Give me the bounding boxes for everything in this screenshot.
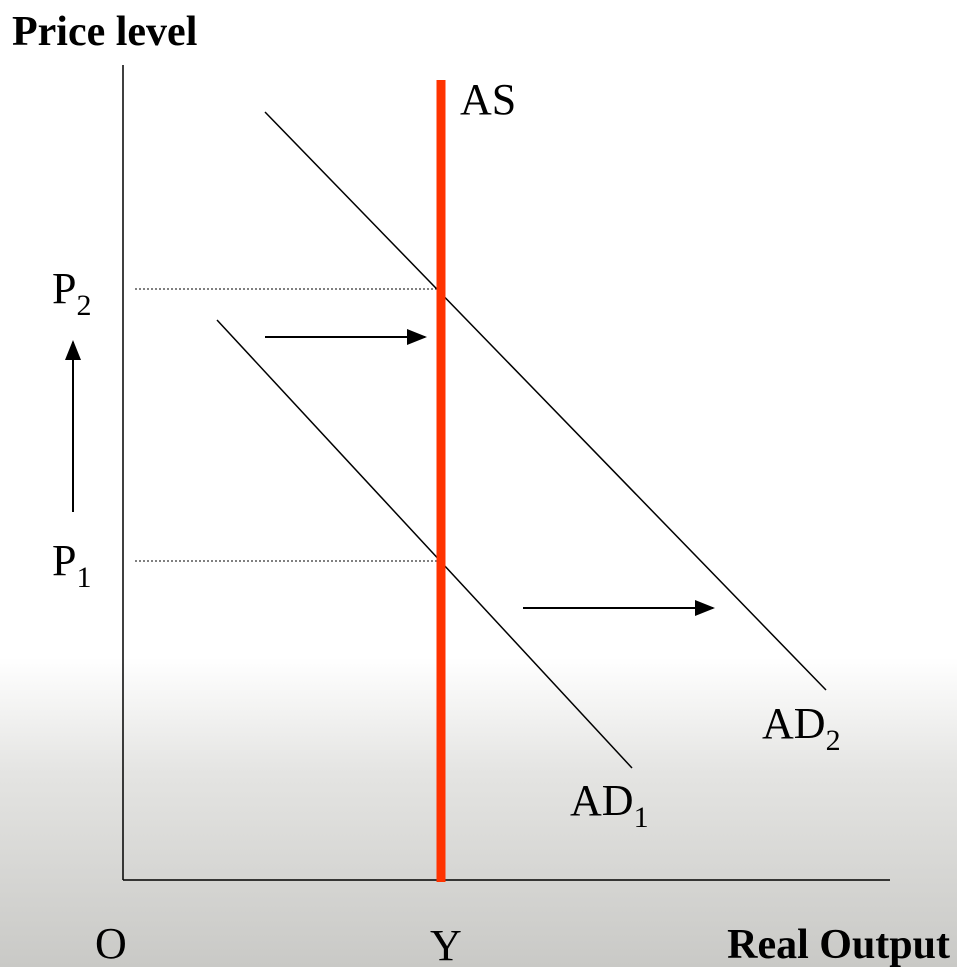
y-axis-label: Price level (12, 9, 197, 55)
background (0, 0, 957, 967)
label-main: AD (570, 776, 634, 825)
as-label: AS (460, 75, 516, 124)
label-main: P (52, 264, 76, 313)
label-sub: 1 (76, 561, 91, 594)
label-sub: 1 (634, 801, 649, 834)
label-sub: 2 (76, 289, 91, 322)
label-main: AD (762, 699, 826, 748)
origin-label: O (95, 919, 127, 967)
output-label: Y (430, 921, 462, 967)
label-main: P (52, 536, 76, 585)
diagram: Price level Real Output O Y AS P2 P1 AD2… (0, 0, 957, 967)
x-axis-label: Real Output (727, 922, 950, 967)
label-sub: 2 (826, 724, 841, 757)
